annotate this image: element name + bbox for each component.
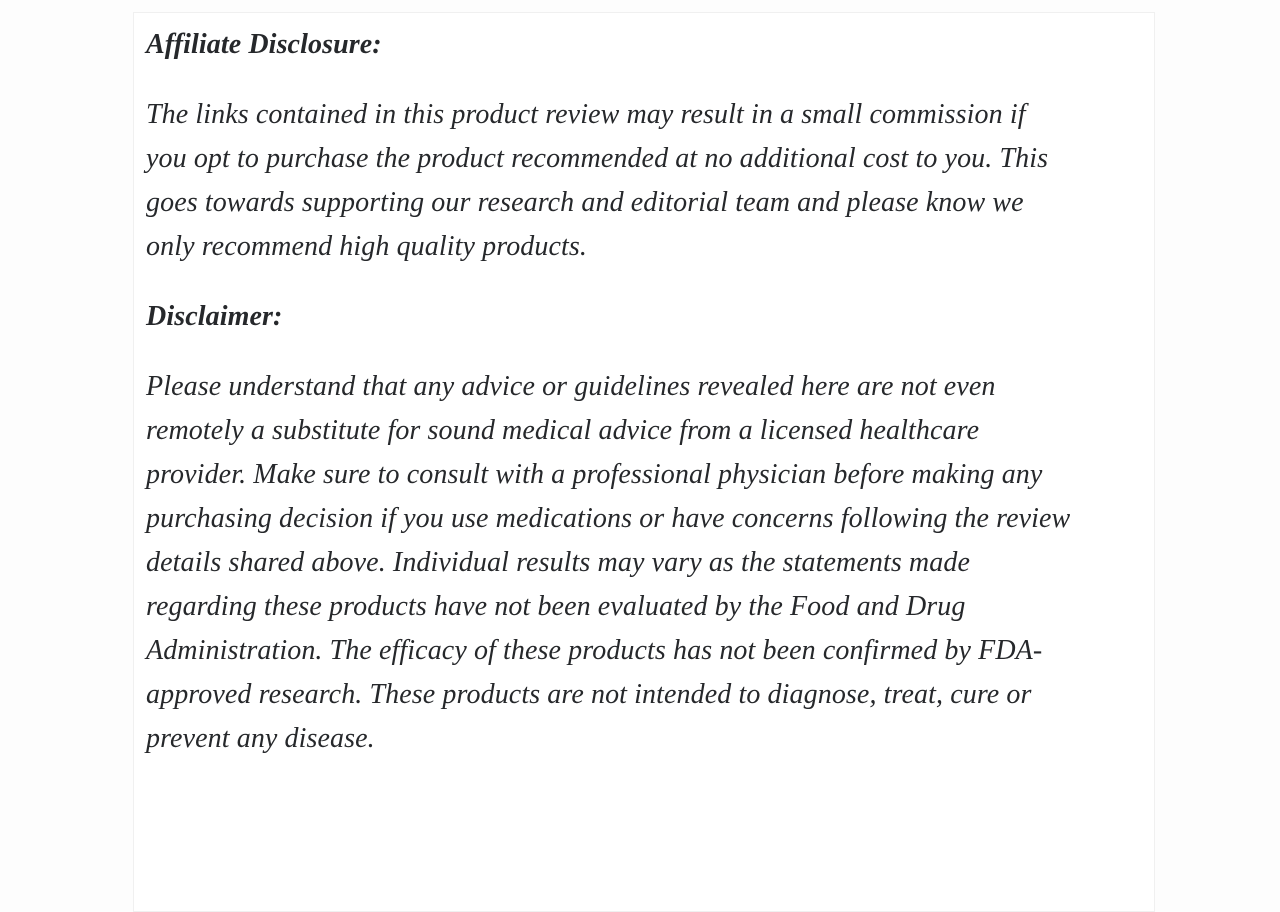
affiliate-disclosure-paragraph: The links contained in this product revi…: [146, 99, 1049, 262]
disclaimer-section: Disclaimer: Please understand that any a…: [146, 295, 1146, 761]
affiliate-disclosure-heading: Affiliate Disclosure:: [146, 29, 382, 60]
affiliate-disclosure-section: Affiliate Disclosure: The links containe…: [146, 23, 1146, 269]
content-card: Affiliate Disclosure: The links containe…: [133, 12, 1155, 912]
disclaimer-paragraph: Please understand that any advice or gui…: [146, 371, 1071, 754]
disclaimer-heading: Disclaimer:: [146, 301, 283, 332]
